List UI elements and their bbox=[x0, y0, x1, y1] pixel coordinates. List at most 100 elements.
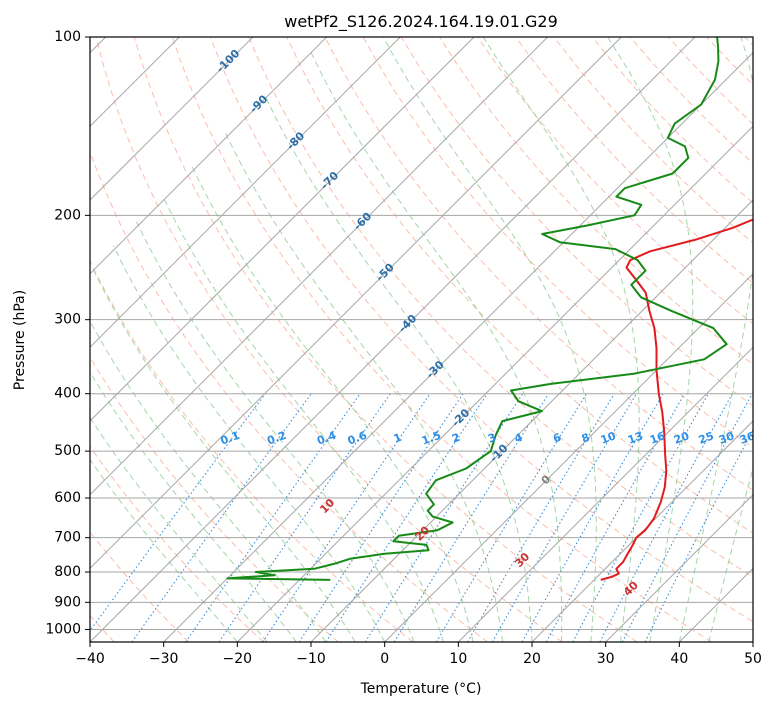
isotherm-line bbox=[236, 125, 753, 642]
y-tick-label: 200 bbox=[54, 207, 81, 223]
mixing-ratio-line bbox=[131, 393, 312, 642]
mixing-ratio-label: 20 bbox=[672, 429, 691, 447]
dry-adiabat-line bbox=[171, 37, 712, 642]
mixing-ratio-line bbox=[644, 428, 753, 642]
y-tick-label: 700 bbox=[54, 530, 81, 546]
isotherm-line bbox=[90, 37, 622, 570]
mixing-ratio-line bbox=[545, 393, 686, 642]
x-tick-label: −40 bbox=[75, 651, 105, 667]
mixing-ratio-label: 16 bbox=[648, 429, 667, 447]
moist-adiabat-line bbox=[161, 195, 445, 642]
mixing-ratio-label: 36 bbox=[738, 429, 757, 447]
moist-adiabat-line bbox=[136, 221, 415, 642]
y-tick-label: 1000 bbox=[45, 621, 81, 637]
mixing-ratio-line bbox=[298, 393, 464, 642]
mixing-ratio-label: 30 bbox=[717, 429, 736, 447]
mixing-ratio-label: 10 bbox=[599, 429, 618, 447]
theta-label: 30 bbox=[512, 550, 532, 570]
isotherm-line bbox=[90, 37, 254, 201]
x-tick-label: 50 bbox=[744, 651, 762, 667]
isotherm-line bbox=[90, 37, 401, 349]
mixing-ratio-label: 0.6 bbox=[346, 429, 369, 448]
y-tick-label: 600 bbox=[54, 490, 81, 506]
mixing-ratio-line bbox=[90, 393, 266, 632]
x-tick-label: −30 bbox=[149, 651, 179, 667]
dry-adiabat-line bbox=[210, 37, 753, 623]
moist-adiabat-line bbox=[90, 320, 327, 642]
moist-adiabat-line bbox=[482, 37, 640, 642]
isotherm-line bbox=[90, 37, 475, 422]
moist-adiabat-line bbox=[607, 37, 694, 642]
y-tick-label: 400 bbox=[54, 386, 81, 402]
mixing-ratio-line bbox=[364, 393, 524, 642]
mixing-ratio-label: 0.4 bbox=[315, 429, 338, 448]
isotherm-label: -70 bbox=[318, 169, 341, 192]
moist-adiabat-line bbox=[90, 458, 238, 642]
dry-adiabat-line bbox=[90, 259, 414, 642]
mixing-ratio-line bbox=[325, 393, 488, 642]
y-tick-label: 800 bbox=[54, 564, 81, 580]
mixing-ratio-line bbox=[467, 393, 615, 642]
isotherm-line bbox=[384, 272, 753, 642]
mixing-ratio-label: 1 bbox=[392, 431, 404, 446]
sounding-series bbox=[226, 37, 753, 581]
y-axis-label: Pressure (hPa) bbox=[12, 290, 28, 390]
moist-adiabat-line bbox=[309, 49, 563, 642]
mixing-ratio-line bbox=[393, 393, 550, 642]
mixing-ratio-line bbox=[262, 393, 431, 642]
isotherm-line bbox=[163, 51, 753, 642]
mixing-ratio-line bbox=[491, 393, 637, 642]
dry-adiabat-line bbox=[133, 37, 638, 642]
mixing-ratio-label: 4 bbox=[513, 431, 525, 446]
isotherm-line bbox=[457, 346, 753, 642]
y-tick-label: 500 bbox=[54, 443, 81, 459]
moist-adiabat-line bbox=[382, 37, 597, 642]
isotherm-line bbox=[90, 37, 328, 275]
mixing-ratio-label: 1.5 bbox=[420, 429, 443, 448]
mixing-ratio-line bbox=[599, 393, 733, 642]
moist-adiabat-line bbox=[263, 94, 533, 642]
isotherm-line bbox=[531, 420, 753, 642]
y-tick-label: 900 bbox=[54, 594, 81, 610]
dry-adiabat-line bbox=[591, 37, 753, 204]
x-tick-label: −20 bbox=[223, 651, 253, 667]
isotherm-line bbox=[310, 199, 753, 642]
mixing-ratio-label: 2 bbox=[450, 431, 462, 446]
dry-adiabat-line bbox=[515, 37, 753, 284]
mixing-ratio-label: 25 bbox=[697, 429, 716, 446]
dry-adiabat-line bbox=[706, 37, 753, 86]
temperature-profile-line bbox=[600, 218, 753, 581]
mixing-ratio-line bbox=[521, 393, 664, 642]
isotherm-label: -30 bbox=[424, 358, 447, 381]
dry-adiabat-line bbox=[95, 37, 563, 642]
plot-frame bbox=[89, 36, 754, 643]
dry-adiabat-line bbox=[90, 531, 190, 642]
x-tick-label: 20 bbox=[523, 651, 541, 667]
moist-adiabat-line bbox=[90, 416, 268, 642]
mixing-ratio-label: 0.2 bbox=[265, 429, 288, 448]
mixing-ratio-label: 13 bbox=[626, 429, 645, 446]
background-lines bbox=[90, 37, 753, 642]
moist-adiabat-line bbox=[91, 267, 356, 642]
mixing-ratio-line bbox=[572, 393, 709, 642]
x-tick-label: 40 bbox=[670, 651, 688, 667]
moist-adiabat-line bbox=[191, 165, 474, 642]
dry-adiabat-line bbox=[90, 445, 264, 642]
moist-adiabat-line bbox=[678, 37, 753, 642]
x-tick-label: −10 bbox=[296, 651, 326, 667]
isotherm-line bbox=[90, 37, 549, 496]
moist-adiabat-line bbox=[112, 245, 386, 642]
isotherm-line bbox=[605, 493, 753, 642]
axes: −40 −30 −20 −10 0 10 20 30 40 5010020030040050060… bbox=[45, 29, 762, 667]
moist-adiabat-line bbox=[708, 466, 753, 642]
moist-adiabat-line bbox=[90, 370, 297, 642]
mixing-ratio-line bbox=[435, 393, 587, 642]
isotherm-line bbox=[678, 567, 753, 642]
mixing-ratio-label: 0.1 bbox=[219, 429, 242, 448]
dry-adiabat-line bbox=[90, 356, 339, 642]
mixing-ratio-label: 6 bbox=[551, 431, 563, 446]
mixing-ratio-label: 8 bbox=[580, 431, 592, 446]
dewpoint-profile-line bbox=[226, 37, 728, 581]
dry-adiabat-line bbox=[286, 37, 753, 534]
